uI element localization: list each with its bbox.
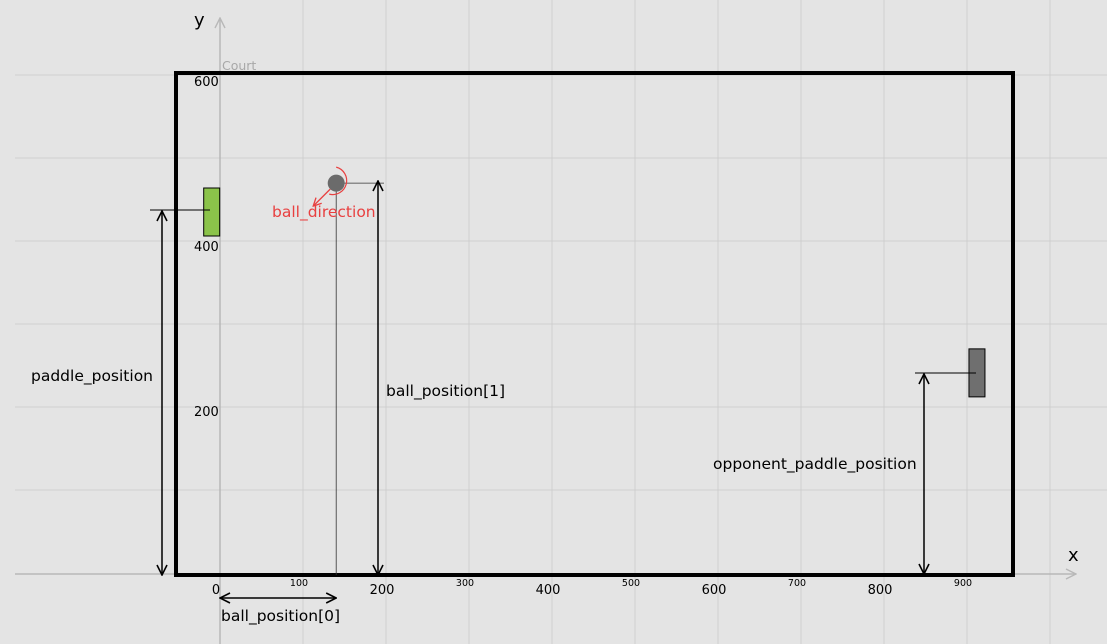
- x-tick-label: 0: [211, 583, 221, 598]
- x-tick-label: 300: [455, 578, 475, 589]
- x-tick-label: 700: [787, 578, 807, 589]
- x-tick-label: 200: [369, 583, 395, 598]
- court-title: Court: [222, 58, 257, 73]
- x-tick-label: 500: [621, 578, 641, 589]
- ball-direction-angle-arc: [329, 166, 348, 196]
- x-axis-name: x: [1068, 545, 1079, 566]
- x-tick-label: 800: [867, 583, 893, 598]
- y-tick-label: 600: [194, 75, 219, 90]
- x-tick-label: 600: [701, 583, 727, 598]
- x-tick-label: 100: [289, 578, 309, 589]
- y-tick-label: 200: [194, 405, 219, 420]
- y-axis-name: y: [194, 10, 205, 31]
- y-tick-label: 400: [194, 240, 219, 255]
- ball-position-0-label: ball_position[0]: [221, 607, 341, 625]
- ball-direction-arrow: [313, 188, 331, 206]
- ball-direction-label: ball_direction: [272, 203, 376, 221]
- x-tick-label: 900: [953, 578, 973, 589]
- court-border: [174, 71, 1015, 577]
- x-tick-label: 400: [535, 583, 561, 598]
- ball: [327, 174, 345, 192]
- opponent-paddle-position-label: opponent_paddle_position: [713, 455, 917, 473]
- ball-position-1-label: ball_position[1]: [386, 382, 506, 400]
- paddle: [203, 187, 221, 237]
- paddle-position-label: paddle_position: [31, 367, 154, 385]
